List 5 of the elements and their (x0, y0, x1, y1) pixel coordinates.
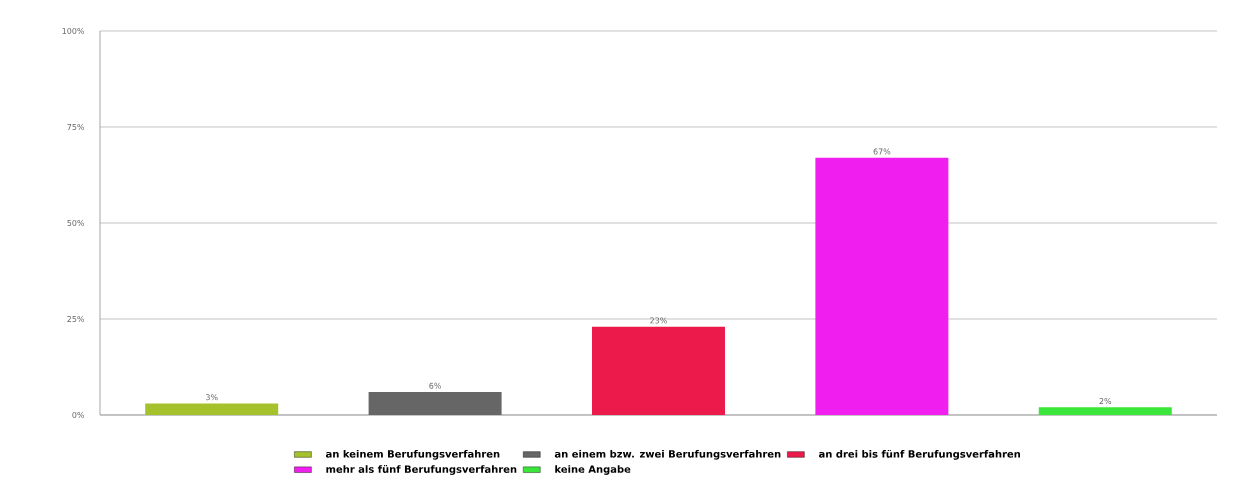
legend-label: keine Angabe (555, 465, 631, 475)
legend-label: mehr als fünf Berufungsverfahren (326, 465, 517, 475)
legend-label: an einem bzw. zwei Berufungsverfahren (554, 449, 781, 460)
legend-label: an keinem Berufungsverfahren (326, 449, 500, 460)
legend-label: an drei bis fünf Berufungsverfahren (818, 449, 1021, 460)
